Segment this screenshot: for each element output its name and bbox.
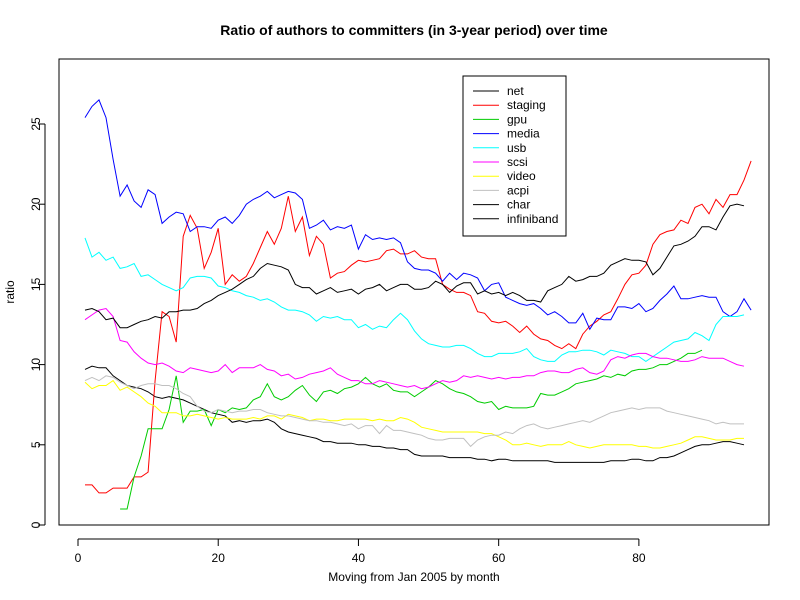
series-line-staging <box>85 160 752 494</box>
legend-label-video: video <box>507 169 536 183</box>
series-line-acpi <box>84 375 744 448</box>
legend-label-usb: usb <box>507 141 527 155</box>
series-lines <box>84 99 752 510</box>
legend-label-acpi: acpi <box>507 183 529 197</box>
y-tick-label: 0 <box>29 521 43 528</box>
y-tick-label: 25 <box>29 117 43 131</box>
y-tick-label: 10 <box>29 358 43 372</box>
legend-label-char: char <box>507 198 530 212</box>
x-tick-label: 40 <box>352 551 366 565</box>
x-tick-label: 60 <box>492 551 506 565</box>
legend: netstaginggpumediausbscsivideoacpicharin… <box>462 75 567 237</box>
series-line-net <box>84 365 745 463</box>
legend-label-staging: staging <box>507 98 546 112</box>
x-tick-label: 0 <box>75 551 82 565</box>
series-line-usb <box>84 237 745 363</box>
legend-label-net: net <box>507 84 524 98</box>
series-line-scsi <box>84 307 745 390</box>
y-tick-label: 5 <box>29 441 43 448</box>
legend-label-scsi: scsi <box>507 155 528 169</box>
legend-box <box>462 75 567 237</box>
x-tick-label: 20 <box>212 551 226 565</box>
axes: 0 20 40 60 80 0 5 10 15 20 25 <box>29 117 646 565</box>
series-line-gpu <box>120 349 703 510</box>
x-tick-label: 80 <box>632 551 646 565</box>
plot-area-frame <box>58 58 770 526</box>
series-line-media <box>84 99 752 331</box>
y-axis-label: ratio <box>3 280 17 304</box>
x-axis-label: Moving from Jan 2005 by month <box>328 570 499 584</box>
y-tick-label: 20 <box>29 197 43 211</box>
chart-title: Ratio of authors to committers (in 3-yea… <box>220 22 608 38</box>
y-tick-label: 15 <box>29 277 43 291</box>
series-line-char <box>84 203 745 329</box>
legend-label-infiniband: infiniband <box>507 212 558 226</box>
legend-label-gpu: gpu <box>507 112 527 126</box>
series-line-video <box>84 379 744 449</box>
legend-label-media: media <box>507 127 540 141</box>
